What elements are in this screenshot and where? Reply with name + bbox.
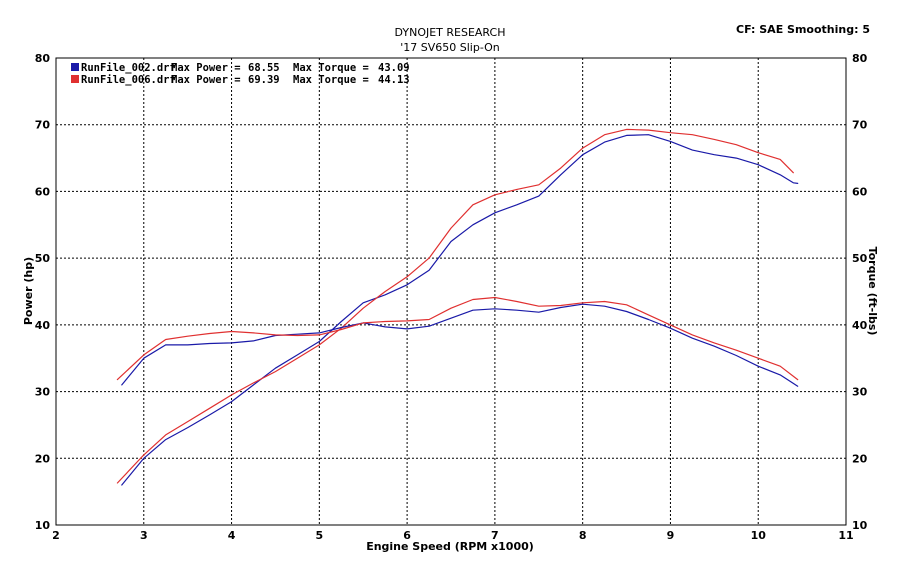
chart-subtitle: '17 SV650 Slip-On <box>400 41 500 54</box>
left-y-ticks: 10 20 30 40 50 60 70 80 <box>35 52 51 532</box>
legend-swatch-run-006 <box>71 75 79 83</box>
right-y-tick-label: 70 <box>852 119 868 132</box>
right-y-tick-label: 60 <box>852 185 868 198</box>
x-tick-label: 6 <box>403 529 411 542</box>
legend-file-run-002: RunFile_002.drf <box>81 62 176 74</box>
legend-file-run-006: RunFile_006.drf <box>81 74 176 86</box>
left-y-tick-label: 80 <box>35 52 51 65</box>
right-y-tick-label: 20 <box>852 452 868 465</box>
x-tick-label: 8 <box>579 529 587 542</box>
right-y-tick-label: 30 <box>852 386 868 399</box>
x-ticks: 2 3 4 5 6 7 8 9 10 11 <box>52 529 853 542</box>
right-y-tick-label: 10 <box>852 519 868 532</box>
right-y-axis-label: Torque (ft-lbs) <box>866 247 879 336</box>
left-y-tick-label: 50 <box>35 252 51 265</box>
right-y-tick-label: 40 <box>852 319 868 332</box>
legend-torque-label-run-002: Max Torque = <box>293 62 369 74</box>
legend-power-value-run-002: 68.55 <box>248 62 280 74</box>
series-line-power-run-002 <box>121 134 799 486</box>
left-y-axis-label: Power (hp) <box>22 257 35 325</box>
legend-power-label-run-002: Max Power = <box>171 62 241 74</box>
x-tick-label: 3 <box>140 529 148 542</box>
right-y-ticks: 10 20 30 40 50 60 70 80 <box>852 52 868 532</box>
legend-power-value-run-006: 69.39 <box>248 74 280 86</box>
grid-lines <box>56 58 846 525</box>
legend-torque-label-run-006: Max Torque = <box>293 74 369 86</box>
x-tick-label: 11 <box>838 529 853 542</box>
series-line-torque-run-006 <box>116 296 799 381</box>
legend-torque-value-run-006: 44.13 <box>378 74 410 86</box>
chart-title: DYNOJET RESEARCH <box>395 26 506 39</box>
x-tick-label: 5 <box>316 529 324 542</box>
legend-torque-value-run-002: 43.09 <box>378 62 410 74</box>
x-tick-label: 2 <box>52 529 60 542</box>
x-tick-label: 4 <box>228 529 236 542</box>
x-tick-label: 7 <box>491 529 499 542</box>
left-y-tick-label: 70 <box>35 119 51 132</box>
x-tick-label: 9 <box>667 529 675 542</box>
left-y-tick-label: 10 <box>35 519 51 532</box>
right-y-tick-label: 80 <box>852 52 868 65</box>
legend-power-label-run-006: Max Power = <box>171 74 241 86</box>
series-lines <box>116 128 799 486</box>
left-y-tick-label: 40 <box>35 319 51 332</box>
x-tick-label: 10 <box>751 529 767 542</box>
series-line-power-run-006 <box>116 128 794 484</box>
legend: RunFile_002.drf Max Power = 68.55 Max To… <box>71 62 410 86</box>
legend-swatch-run-002 <box>71 63 79 71</box>
left-y-tick-label: 20 <box>35 452 51 465</box>
left-y-tick-label: 60 <box>35 185 51 198</box>
plot-frame <box>55 57 847 526</box>
right-y-tick-label: 50 <box>852 252 868 265</box>
x-axis-label: Engine Speed (RPM x1000) <box>366 540 534 553</box>
series-line-torque-run-002 <box>121 303 799 387</box>
left-y-tick-label: 30 <box>35 386 51 399</box>
cf-smoothing-label: CF: SAE Smoothing: 5 <box>736 23 870 36</box>
